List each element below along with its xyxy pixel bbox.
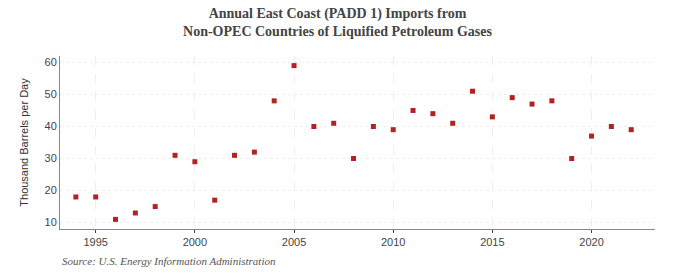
svg-text:50: 50 [45, 88, 57, 100]
svg-text:Source: U.S. Energy Informatio: Source: U.S. Energy Information Administ… [62, 255, 276, 267]
svg-text:2015: 2015 [480, 236, 504, 248]
svg-text:40: 40 [45, 120, 57, 132]
svg-text:Annual East Coast (PADD 1) Imp: Annual East Coast (PADD 1) Imports fromN… [183, 6, 492, 39]
svg-text:30: 30 [45, 152, 57, 164]
svg-text:60: 60 [45, 56, 57, 68]
svg-text:10: 10 [45, 216, 57, 228]
svg-text:Thousand Barrels per Day: Thousand Barrels per Day [18, 78, 30, 207]
svg-text:2005: 2005 [282, 236, 306, 248]
svg-text:2000: 2000 [183, 236, 207, 248]
svg-text:1995: 1995 [83, 236, 107, 248]
svg-text:20: 20 [45, 184, 57, 196]
svg-text:2010: 2010 [381, 236, 405, 248]
svg-text:2020: 2020 [579, 236, 603, 248]
